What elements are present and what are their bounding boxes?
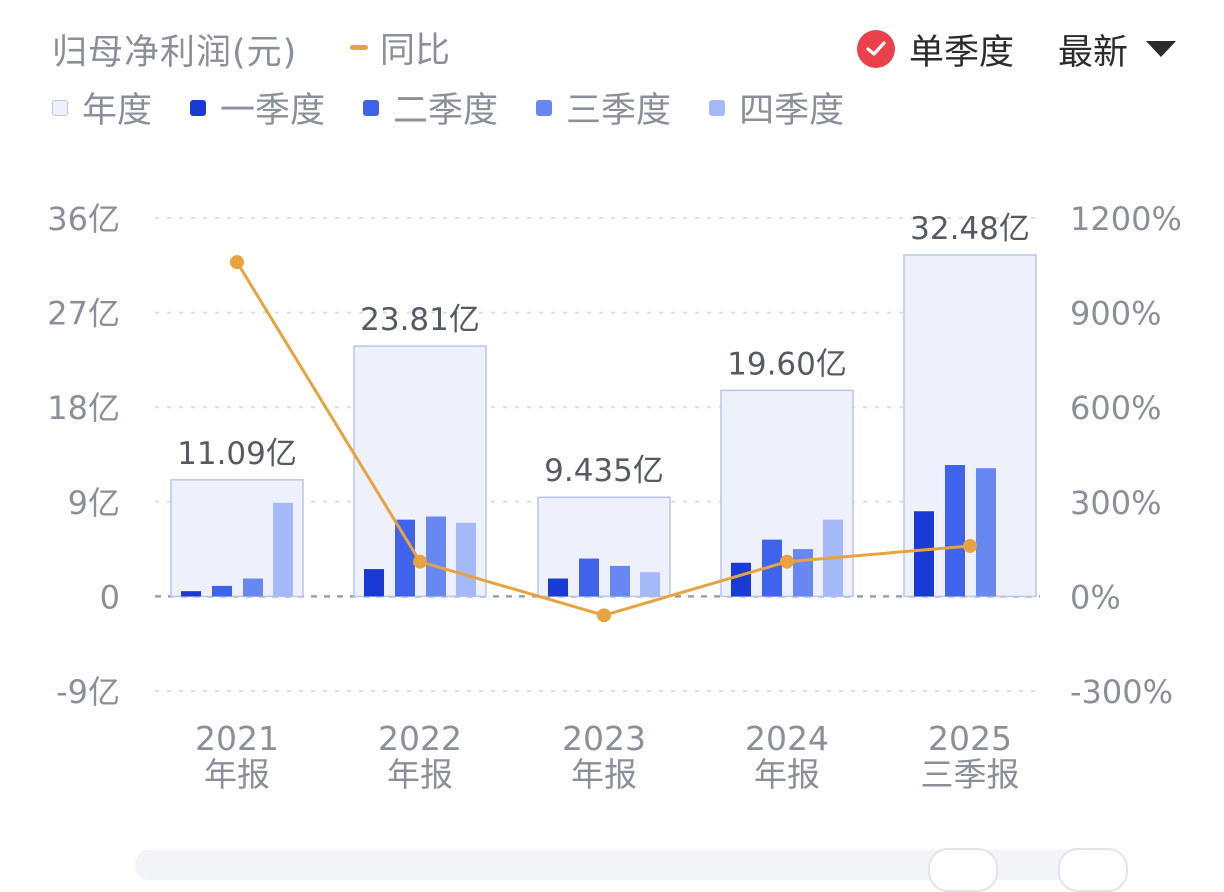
latest-dropdown-label[interactable]: 最新 bbox=[1057, 32, 1128, 73]
quarter-bar-q3 bbox=[243, 578, 263, 597]
quarter-bar-q3 bbox=[426, 516, 446, 597]
right-axis-tick-label: 600% bbox=[1070, 389, 1161, 427]
legend-swatch-q1 bbox=[190, 99, 207, 116]
legend-swatch-annual bbox=[52, 99, 68, 116]
range-slider-handle-right[interactable] bbox=[1058, 848, 1128, 892]
yoy-point bbox=[780, 554, 794, 569]
range-slider-handle-left[interactable] bbox=[928, 848, 998, 892]
legend-item-annual[interactable]: 年度 bbox=[52, 82, 152, 133]
legend-label-q3: 三季度 bbox=[566, 91, 672, 131]
legend-swatch-q3 bbox=[536, 99, 553, 116]
yoy-point bbox=[597, 608, 611, 623]
legend-swatch-q2 bbox=[363, 99, 380, 116]
caret-down-icon[interactable] bbox=[1146, 41, 1176, 57]
quarter-bar-q2 bbox=[395, 519, 415, 597]
legend-item-q2[interactable]: 二季度 bbox=[363, 82, 498, 133]
legend-item-q3[interactable]: 三季度 bbox=[536, 82, 671, 133]
chart-controls: 单季度 最新 bbox=[856, 24, 1176, 74]
single-quarter-toggle[interactable]: 单季度 bbox=[908, 32, 1014, 73]
right-axis-tick-label: 300% bbox=[1070, 484, 1161, 522]
annual-value-label: 9.435亿 bbox=[544, 453, 664, 489]
legend-label-annual: 年度 bbox=[82, 91, 153, 131]
quarter-bar-q1 bbox=[914, 511, 934, 597]
quarter-bar-q2 bbox=[945, 465, 965, 597]
yoy-point bbox=[963, 538, 977, 553]
quarter-bar-q1 bbox=[181, 591, 201, 597]
yoy-legend[interactable]: 同比 bbox=[350, 24, 451, 71]
left-axis-tick-label: 36亿 bbox=[47, 200, 120, 238]
x-axis-period-label: 年报 bbox=[571, 755, 637, 794]
x-axis-period-label: 年报 bbox=[754, 755, 820, 794]
annual-value-label: 11.09亿 bbox=[177, 436, 297, 472]
yoy-point bbox=[230, 255, 244, 270]
x-axis-year-label: 2021 bbox=[195, 719, 279, 758]
legend-label-q1: 一季度 bbox=[220, 91, 326, 131]
quarter-bar-q2 bbox=[762, 539, 782, 597]
x-axis-year-label: 2023 bbox=[562, 719, 646, 758]
legend-item-q1[interactable]: 一季度 bbox=[190, 82, 325, 133]
left-axis-tick-label: 18亿 bbox=[47, 389, 120, 427]
x-axis-period-label: 年报 bbox=[204, 755, 270, 794]
quarter-bar-q3 bbox=[793, 549, 813, 597]
left-axis-tick-label: 0 bbox=[100, 578, 120, 616]
annual-value-label: 23.81亿 bbox=[360, 302, 480, 338]
yoy-legend-label: 同比 bbox=[380, 30, 451, 71]
x-axis-year-label: 2022 bbox=[378, 719, 462, 758]
chart-header: 归母净利润(元) 同比 单季度 最新 bbox=[0, 0, 1224, 95]
x-axis-period-label: 年报 bbox=[387, 755, 453, 794]
left-axis-tick-label: 9亿 bbox=[68, 484, 120, 522]
annual-value-label: 19.60亿 bbox=[727, 346, 847, 382]
quarter-bar-q1 bbox=[548, 578, 568, 597]
checkmark-icon[interactable] bbox=[856, 30, 895, 68]
legend-swatch-q4 bbox=[709, 99, 726, 116]
quarter-bar-q3 bbox=[976, 468, 996, 597]
right-axis-tick-label: 900% bbox=[1070, 295, 1161, 333]
annual-value-label: 32.48亿 bbox=[910, 211, 1030, 247]
profit-chart[interactable]: 36亿 1200% 27亿 900% 18亿 600% 9亿 300% 0 0% -9亿 -300% 1… bbox=[0, 150, 1224, 810]
left-axis-tick-label: 27亿 bbox=[47, 295, 120, 333]
right-axis-tick-label: 0% bbox=[1070, 578, 1121, 616]
x-axis-year-label: 2025 bbox=[928, 719, 1012, 758]
quarter-bar-q1 bbox=[731, 562, 751, 597]
legend-label-q2: 二季度 bbox=[393, 91, 499, 131]
quarter-bar-q3 bbox=[610, 565, 630, 597]
quarter-bar-q2 bbox=[579, 558, 599, 597]
x-axis-period-label: 三季报 bbox=[921, 755, 1020, 794]
legend-label-q4: 四季度 bbox=[739, 91, 845, 131]
quarter-bar-q2 bbox=[212, 585, 232, 597]
quarter-bar-q4 bbox=[640, 572, 660, 597]
yoy-line-icon bbox=[350, 44, 368, 50]
legend-item-q4[interactable]: 四季度 bbox=[709, 82, 844, 133]
quarter-bar-q1 bbox=[364, 569, 384, 597]
quarter-bar-q4 bbox=[273, 502, 293, 597]
quarter-bar-q4 bbox=[456, 522, 476, 597]
series-legend: 年度 一季度 二季度 三季度 四季度 bbox=[52, 82, 882, 133]
x-axis-year-label: 2024 bbox=[745, 719, 829, 758]
left-axis-tick-label: -9亿 bbox=[56, 673, 120, 711]
chart-title: 归母净利润(元) bbox=[52, 33, 298, 73]
right-axis-tick-label: -300% bbox=[1070, 673, 1173, 711]
right-axis-tick-label: 1200% bbox=[1070, 200, 1182, 238]
yoy-point bbox=[413, 554, 427, 569]
